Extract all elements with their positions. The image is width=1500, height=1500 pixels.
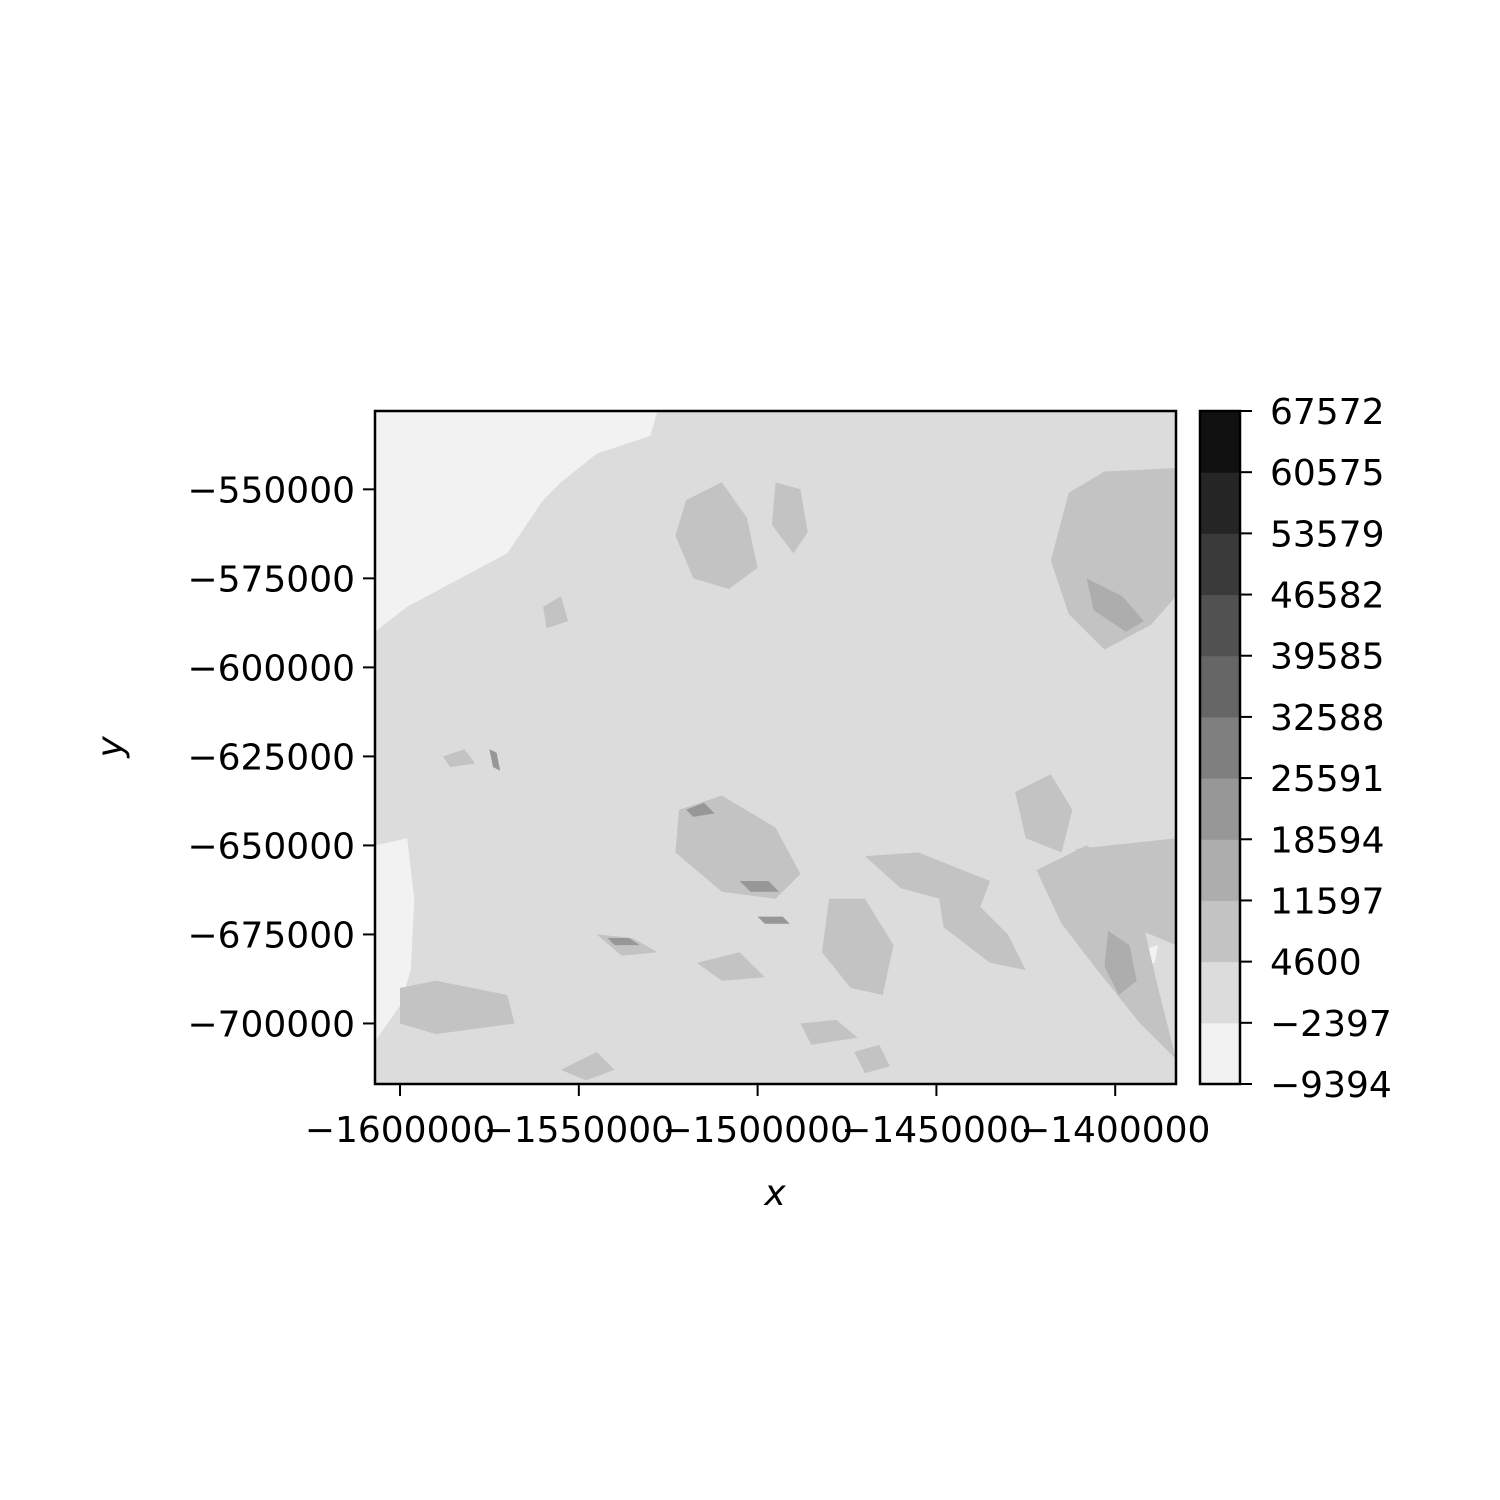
colorbar-tick-label: 11597	[1270, 881, 1385, 922]
colorbar-segment	[1200, 655, 1240, 718]
contour-region	[675, 795, 801, 899]
x-axis-ticks: −1600000−1550000−1500000−1450000−1400000	[305, 1084, 1211, 1151]
contour-region	[822, 898, 894, 995]
contour-region	[560, 1052, 615, 1081]
colorbar-tick-label: 46582	[1270, 576, 1385, 617]
colorbar-tick-label: −2397	[1270, 1004, 1392, 1045]
y-axis-label: y	[90, 736, 131, 759]
colorbar-segment	[1200, 716, 1240, 779]
contour-region	[1086, 578, 1144, 632]
x-tick-label: −1600000	[305, 1110, 496, 1151]
contour-region	[757, 916, 790, 924]
contour-region	[686, 802, 715, 817]
plot-frame	[373, 409, 1178, 1086]
contour-region	[1104, 930, 1137, 995]
colorbar-tick-label: 53579	[1270, 514, 1385, 555]
y-tick-label: −575000	[187, 559, 355, 600]
colorbar-segment	[1200, 778, 1240, 840]
colorbar-tick-label: 18594	[1270, 820, 1385, 861]
contour-region	[771, 482, 808, 554]
colorbar-tick-label: 60575	[1270, 453, 1385, 494]
contour-region	[1075, 838, 1176, 946]
contour-region	[739, 881, 780, 892]
contour-region	[854, 1044, 890, 1074]
y-tick-label: −600000	[187, 648, 355, 689]
colorbar-tick-label: −9394	[1270, 1065, 1392, 1106]
contour-region	[543, 596, 569, 629]
colorbar-tick-label: 4600	[1270, 943, 1362, 984]
y-tick-label: −650000	[187, 826, 355, 867]
colorbar-segment	[1200, 533, 1240, 596]
x-tick-label: −1500000	[662, 1110, 853, 1151]
contour-region	[1015, 774, 1073, 853]
colorbar-tick-label: 25591	[1270, 759, 1385, 800]
x-tick-label: −1550000	[484, 1110, 675, 1151]
contour-region	[864, 852, 991, 910]
colorbar-segment	[1200, 472, 1240, 534]
y-tick-label: −625000	[187, 737, 355, 778]
contour-region	[442, 749, 476, 768]
colorbar-segment	[1200, 411, 1240, 473]
colorbar-segment	[1200, 900, 1240, 963]
contour-region	[400, 980, 515, 1035]
colorbar-tick-label: 39585	[1270, 637, 1385, 678]
colorbar-tick-label: 67572	[1270, 392, 1385, 433]
contour-region	[375, 411, 658, 632]
x-axis-label: x	[763, 1173, 786, 1214]
x-tick-label: −1450000	[841, 1110, 1032, 1151]
contour-region	[489, 749, 501, 771]
contour-region	[607, 938, 640, 946]
y-axis-ticks: −550000 −575000 −600000 −625000 −650000 −6750…	[187, 470, 375, 1045]
colorbar-segment	[1200, 839, 1240, 901]
y-tick-label: −675000	[187, 915, 355, 956]
y-tick-label: −700000	[187, 1004, 355, 1045]
contour-region	[1050, 468, 1176, 650]
x-tick-label: −1400000	[1020, 1110, 1211, 1151]
colorbar-segment	[1200, 1022, 1240, 1085]
colorbar-segment	[1200, 961, 1240, 1024]
colorbar: −9394 −2397 4600 11597 18594 25591 32588 39585 4…	[1198, 392, 1392, 1106]
y-tick-label: −550000	[187, 470, 355, 511]
colorbar-segment	[1200, 594, 1240, 657]
contour-region	[696, 952, 765, 981]
colorbar-tick-label: 32588	[1270, 698, 1385, 739]
contour-regions	[375, 411, 1176, 1081]
contour-region	[675, 482, 758, 589]
colorbar-frame	[1198, 409, 1242, 1086]
contour-region	[800, 1019, 858, 1045]
